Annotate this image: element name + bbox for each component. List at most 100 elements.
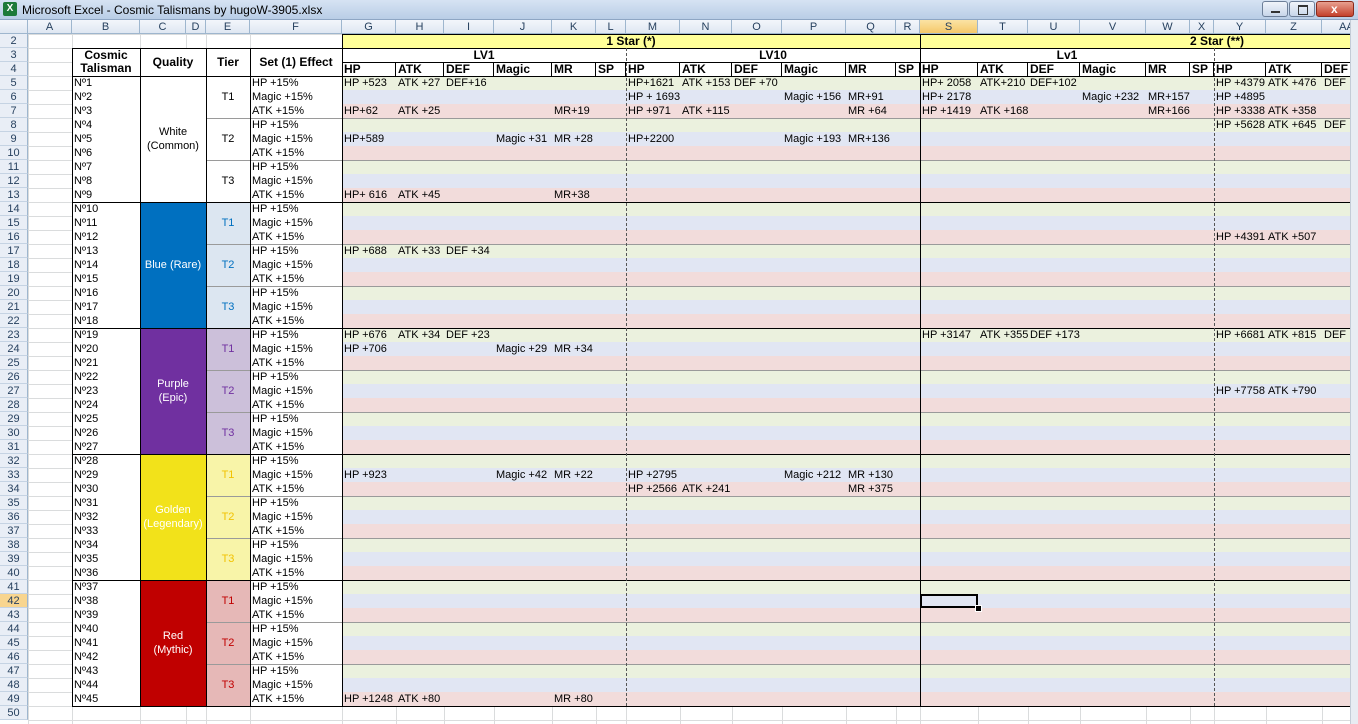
column-header[interactable]: B xyxy=(72,20,140,34)
column-header[interactable]: N xyxy=(680,20,732,34)
row-fill xyxy=(342,440,1350,454)
row-header[interactable]: 7 xyxy=(0,104,28,118)
row-header[interactable]: 20 xyxy=(0,286,28,300)
vertical-scrollbar[interactable] xyxy=(1350,20,1358,724)
talisman-cell: Nº25 xyxy=(72,412,140,426)
column-header[interactable]: C xyxy=(140,20,186,34)
row-header[interactable]: 45 xyxy=(0,636,28,650)
row-header[interactable]: 3 xyxy=(0,48,28,62)
row-header[interactable]: 21 xyxy=(0,300,28,314)
row-header[interactable]: 44 xyxy=(0,622,28,636)
row-header[interactable]: 50 xyxy=(0,706,28,720)
row-header[interactable]: 36 xyxy=(0,510,28,524)
column-header[interactable]: H xyxy=(396,20,444,34)
column-header[interactable]: Z xyxy=(1266,20,1322,34)
row-header[interactable]: 39 xyxy=(0,552,28,566)
row-header[interactable]: 16 xyxy=(0,230,28,244)
row-header[interactable]: 24 xyxy=(0,342,28,356)
row-header[interactable]: 42 xyxy=(0,594,28,608)
row-header[interactable]: 31 xyxy=(0,440,28,454)
row-header[interactable]: 34 xyxy=(0,482,28,496)
column-header[interactable]: O xyxy=(732,20,782,34)
stat-cell: ATK+210 xyxy=(980,77,1026,89)
row-fill xyxy=(342,482,1350,496)
row-fill xyxy=(342,426,1350,440)
row-fill xyxy=(342,370,1350,384)
row-header[interactable]: 8 xyxy=(0,118,28,132)
effect-cell: HP +15% xyxy=(250,538,342,552)
column-header[interactable]: Y xyxy=(1214,20,1266,34)
row-header[interactable]: 18 xyxy=(0,258,28,272)
row-header[interactable]: 30 xyxy=(0,426,28,440)
stat-cell: HP +676 xyxy=(344,329,387,341)
row-header[interactable]: 10 xyxy=(0,146,28,160)
row-header[interactable]: 43 xyxy=(0,608,28,622)
stat-cell: HP +3147 xyxy=(922,329,972,341)
column-header[interactable]: AA xyxy=(1322,20,1350,34)
close-button[interactable]: x xyxy=(1316,1,1354,17)
stat-cell: HP +6681 xyxy=(1216,329,1266,341)
maximize-button[interactable] xyxy=(1289,1,1315,17)
row-fill xyxy=(342,272,1350,286)
column-header[interactable]: G xyxy=(342,20,396,34)
row-header[interactable]: 29 xyxy=(0,412,28,426)
column-header[interactable]: T xyxy=(978,20,1028,34)
column-header[interactable]: V xyxy=(1080,20,1146,34)
column-header[interactable]: U xyxy=(1028,20,1080,34)
row-header[interactable]: 41 xyxy=(0,580,28,594)
stat-cell: ATK +355 xyxy=(980,329,1028,341)
gridline xyxy=(28,34,29,724)
column-header[interactable]: I xyxy=(444,20,494,34)
row-header[interactable]: 9 xyxy=(0,132,28,146)
row-header[interactable]: 33 xyxy=(0,468,28,482)
column-header[interactable]: R xyxy=(896,20,920,34)
row-header[interactable]: 4 xyxy=(0,62,28,76)
column-header[interactable]: K xyxy=(552,20,596,34)
row-header[interactable]: 27 xyxy=(0,384,28,398)
column-header[interactable]: J xyxy=(494,20,552,34)
row-header[interactable]: 17 xyxy=(0,244,28,258)
column-header[interactable]: D xyxy=(186,20,206,34)
row-header[interactable]: 12 xyxy=(0,174,28,188)
row-header[interactable]: 25 xyxy=(0,356,28,370)
row-header[interactable]: 13 xyxy=(0,188,28,202)
row-header[interactable]: 19 xyxy=(0,272,28,286)
row-header[interactable]: 46 xyxy=(0,650,28,664)
row-header[interactable]: 11 xyxy=(0,160,28,174)
row-header[interactable]: 48 xyxy=(0,678,28,692)
talisman-cell: Nº27 xyxy=(72,440,140,454)
row-header[interactable]: 28 xyxy=(0,398,28,412)
column-header[interactable]: M xyxy=(626,20,680,34)
level-fill xyxy=(342,48,626,62)
level-fill xyxy=(920,48,1214,62)
column-header[interactable]: E xyxy=(206,20,250,34)
row-header[interactable]: 23 xyxy=(0,328,28,342)
row-header[interactable]: 37 xyxy=(0,524,28,538)
column-header[interactable]: F xyxy=(250,20,342,34)
row-header[interactable]: 15 xyxy=(0,216,28,230)
column-header[interactable]: W xyxy=(1146,20,1190,34)
row-header[interactable]: 2 xyxy=(0,34,28,48)
column-header[interactable]: L xyxy=(596,20,626,34)
minimize-button[interactable] xyxy=(1262,1,1288,17)
row-header[interactable]: 49 xyxy=(0,692,28,706)
row-header[interactable]: 6 xyxy=(0,90,28,104)
row-header[interactable]: 26 xyxy=(0,370,28,384)
column-header[interactable]: X xyxy=(1190,20,1214,34)
column-header[interactable]: A xyxy=(28,20,72,34)
row-header[interactable]: 40 xyxy=(0,566,28,580)
column-header[interactable]: Q xyxy=(846,20,896,34)
stat-cell: MR +80 xyxy=(554,693,593,705)
talisman-cell: Nº40 xyxy=(72,622,140,636)
row-header[interactable]: 5 xyxy=(0,76,28,90)
row-header[interactable]: 35 xyxy=(0,496,28,510)
column-header[interactable]: P xyxy=(782,20,846,34)
row-header[interactable]: 14 xyxy=(0,202,28,216)
row-header[interactable]: 47 xyxy=(0,664,28,678)
column-header[interactable]: S xyxy=(920,20,978,34)
row-header[interactable]: 22 xyxy=(0,314,28,328)
row-header[interactable]: 32 xyxy=(0,454,28,468)
selected-cell[interactable] xyxy=(920,594,978,608)
row-header[interactable]: 38 xyxy=(0,538,28,552)
title-bar: X Microsoft Excel - Cosmic Talismans by … xyxy=(0,0,1358,20)
